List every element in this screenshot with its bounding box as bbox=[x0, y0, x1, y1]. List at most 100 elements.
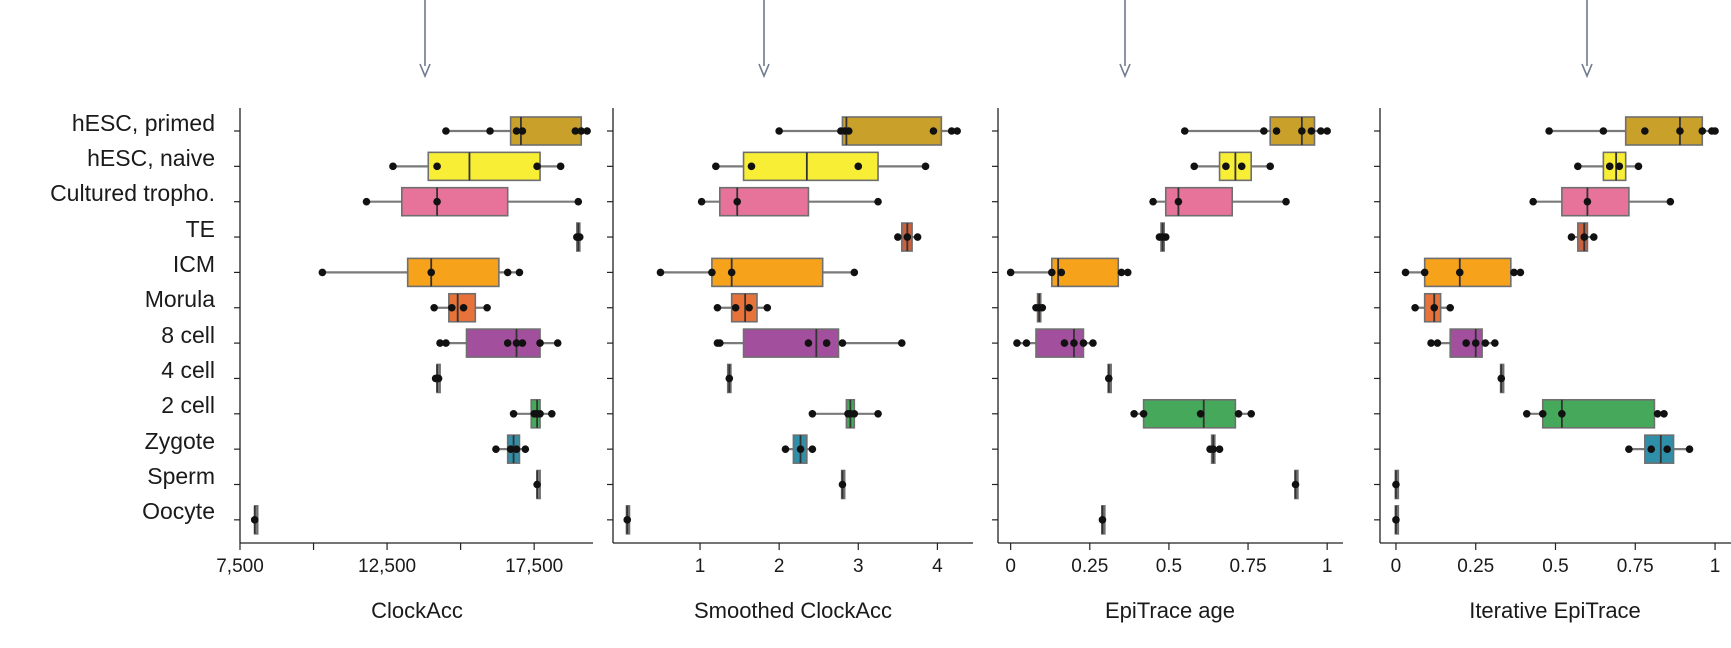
data-point bbox=[1180, 127, 1189, 135]
iqr-box bbox=[742, 151, 879, 182]
box-8-cell bbox=[713, 328, 906, 358]
clockacc-panel: ClockAcc 7,500 12,500 17,500 bbox=[216, 0, 593, 623]
data-point bbox=[838, 339, 847, 347]
category-label: 2 cell bbox=[161, 392, 215, 418]
category-label: 4 cell bbox=[161, 357, 215, 383]
iqr-box bbox=[427, 151, 541, 182]
data-point bbox=[553, 339, 562, 347]
data-point bbox=[1663, 445, 1671, 453]
data-point bbox=[1625, 445, 1633, 453]
data-point bbox=[1215, 445, 1224, 453]
x-tick-label: 17,500 bbox=[505, 556, 563, 577]
x-tick-label: 12,500 bbox=[358, 556, 416, 577]
data-point bbox=[656, 268, 665, 277]
box-2-cell bbox=[1522, 398, 1668, 429]
data-point bbox=[577, 127, 586, 135]
x-tick-label: 4 bbox=[932, 556, 943, 577]
x-tick-label: 0.5 bbox=[1156, 556, 1182, 577]
data-point bbox=[731, 303, 740, 312]
box-cultured-tropho- bbox=[1529, 186, 1675, 217]
data-point bbox=[775, 127, 783, 135]
data-point bbox=[492, 445, 500, 453]
data-point bbox=[1545, 127, 1553, 135]
box-morula bbox=[713, 292, 772, 323]
data-point bbox=[1190, 162, 1199, 171]
arrow-head bbox=[419, 63, 431, 79]
data-point bbox=[1123, 268, 1132, 277]
data-point bbox=[913, 233, 922, 241]
data-point bbox=[1317, 127, 1325, 135]
data-point bbox=[894, 233, 902, 241]
box-icm bbox=[1006, 257, 1132, 288]
box-8-cell bbox=[1013, 328, 1097, 358]
box-zygote bbox=[1206, 434, 1224, 464]
data-point bbox=[947, 127, 956, 135]
data-point bbox=[725, 374, 734, 383]
box-oocyte bbox=[1098, 505, 1107, 535]
data-point bbox=[808, 410, 817, 418]
data-point bbox=[1698, 127, 1707, 135]
x-axis-title: EpiTrace age bbox=[1105, 598, 1235, 623]
data-point bbox=[1038, 303, 1047, 312]
data-point bbox=[1653, 410, 1662, 418]
category-label: Sperm bbox=[147, 463, 215, 489]
box-oocyte bbox=[623, 505, 632, 535]
category-label: Morula bbox=[145, 286, 216, 312]
data-point bbox=[1567, 233, 1576, 241]
box-2-cell bbox=[808, 398, 882, 429]
data-point bbox=[808, 445, 817, 453]
data-point bbox=[763, 303, 772, 312]
x-axis-title: Iterative EpiTrace bbox=[1469, 598, 1641, 623]
data-point bbox=[574, 197, 583, 206]
data-point bbox=[518, 339, 527, 347]
data-point bbox=[1538, 410, 1547, 418]
data-point bbox=[929, 127, 938, 135]
x-tick-label: 2 bbox=[774, 556, 785, 577]
data-point bbox=[1117, 268, 1126, 277]
data-point bbox=[844, 127, 853, 135]
box-4-cell bbox=[1104, 363, 1113, 394]
x-tick-label: 0 bbox=[1005, 556, 1016, 577]
data-point bbox=[712, 162, 720, 171]
data-point bbox=[512, 445, 521, 453]
data-point bbox=[556, 162, 565, 171]
box-te bbox=[573, 222, 584, 252]
data-point bbox=[1685, 445, 1694, 453]
data-point bbox=[533, 162, 541, 171]
data-point bbox=[1666, 197, 1675, 206]
iqr-box bbox=[1164, 186, 1234, 217]
iqr-box bbox=[1624, 116, 1704, 146]
data-point bbox=[448, 303, 456, 312]
data-point bbox=[1427, 339, 1435, 347]
arrow-head bbox=[1119, 63, 1131, 79]
data-point bbox=[854, 162, 863, 171]
data-point bbox=[1006, 268, 1015, 277]
category-label: ICM bbox=[173, 251, 215, 277]
data-point bbox=[250, 516, 259, 524]
iqr-box bbox=[406, 257, 500, 288]
iqr-box bbox=[1423, 257, 1512, 288]
iqr-box bbox=[1269, 116, 1316, 146]
data-point bbox=[697, 197, 706, 206]
data-point bbox=[1583, 197, 1592, 206]
box-oocyte bbox=[250, 505, 259, 535]
data-point bbox=[1161, 233, 1170, 241]
data-point bbox=[1411, 303, 1419, 312]
iqr-box bbox=[841, 116, 943, 146]
box-zygote bbox=[1625, 434, 1694, 464]
data-point bbox=[1574, 162, 1582, 171]
data-point bbox=[953, 127, 961, 135]
data-point bbox=[716, 339, 724, 347]
data-point bbox=[1401, 268, 1410, 277]
data-point bbox=[575, 233, 584, 241]
data-point bbox=[713, 303, 722, 312]
epitrace-age-panel: EpiTrace age 0 0.25 0.5 0.75 1 bbox=[992, 0, 1343, 623]
data-point bbox=[1420, 268, 1429, 277]
data-point bbox=[1392, 516, 1400, 524]
data-point bbox=[623, 516, 632, 524]
box-2-cell bbox=[1130, 398, 1256, 429]
data-point bbox=[874, 410, 882, 418]
data-point bbox=[1222, 162, 1230, 171]
box-hesc-naive bbox=[1574, 151, 1643, 182]
data-point bbox=[503, 268, 512, 277]
